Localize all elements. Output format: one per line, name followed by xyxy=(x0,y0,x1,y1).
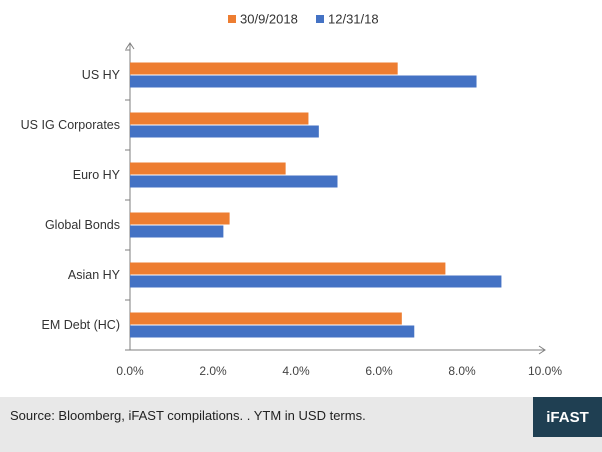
x-tick-label: 2.0% xyxy=(199,364,227,378)
bar-dec-2018 xyxy=(130,75,477,88)
legend-label: 30/9/2018 xyxy=(240,12,298,27)
x-tick-label: 10.0% xyxy=(528,364,562,378)
bar-dec-2018 xyxy=(130,275,502,288)
category-label: US HY xyxy=(82,68,121,82)
bar-sep-2018 xyxy=(130,312,402,325)
category-label: Euro HY xyxy=(73,168,121,182)
category-label: US IG Corporates xyxy=(21,118,120,132)
bar-sep-2018 xyxy=(130,162,286,175)
bar-dec-2018 xyxy=(130,175,338,188)
legend-label: 12/31/18 xyxy=(328,12,379,27)
source-note: Source: Bloomberg, iFAST compilations. .… xyxy=(10,408,366,423)
bars xyxy=(130,62,502,338)
bar-dec-2018 xyxy=(130,325,415,338)
category-label: Global Bonds xyxy=(45,218,120,232)
bar-sep-2018 xyxy=(130,112,309,125)
legend-swatch xyxy=(228,15,236,23)
legend-swatch xyxy=(316,15,324,23)
x-tick-labels: 0.0% 2.0% 4.0% 6.0% 8.0% 10.0% xyxy=(116,364,562,378)
x-tick-label: 6.0% xyxy=(365,364,393,378)
bar-dec-2018 xyxy=(130,225,224,238)
bar-sep-2018 xyxy=(130,62,398,75)
bar-sep-2018 xyxy=(130,262,446,275)
bar-chart: 30/9/2018 12/31/18 US HY US IG Corporates E… xyxy=(21,12,563,379)
ifast-logo: iFAST xyxy=(533,397,602,437)
bar-dec-2018 xyxy=(130,125,319,138)
bar-sep-2018 xyxy=(130,212,230,225)
x-axis-arrow xyxy=(538,345,546,355)
x-tick-label: 4.0% xyxy=(282,364,310,378)
category-labels: US HY US IG Corporates Euro HY Global Bonds… xyxy=(21,68,121,332)
legend: 30/9/2018 12/31/18 xyxy=(228,12,379,27)
x-tick-label: 0.0% xyxy=(116,364,144,378)
axes xyxy=(125,42,546,355)
x-tick-label: 8.0% xyxy=(448,364,476,378)
category-label: Asian HY xyxy=(68,268,121,282)
category-label: EM Debt (HC) xyxy=(42,318,120,332)
y-axis-arrow xyxy=(125,42,135,50)
footer: Source: Bloomberg, iFAST compilations. .… xyxy=(0,397,602,452)
